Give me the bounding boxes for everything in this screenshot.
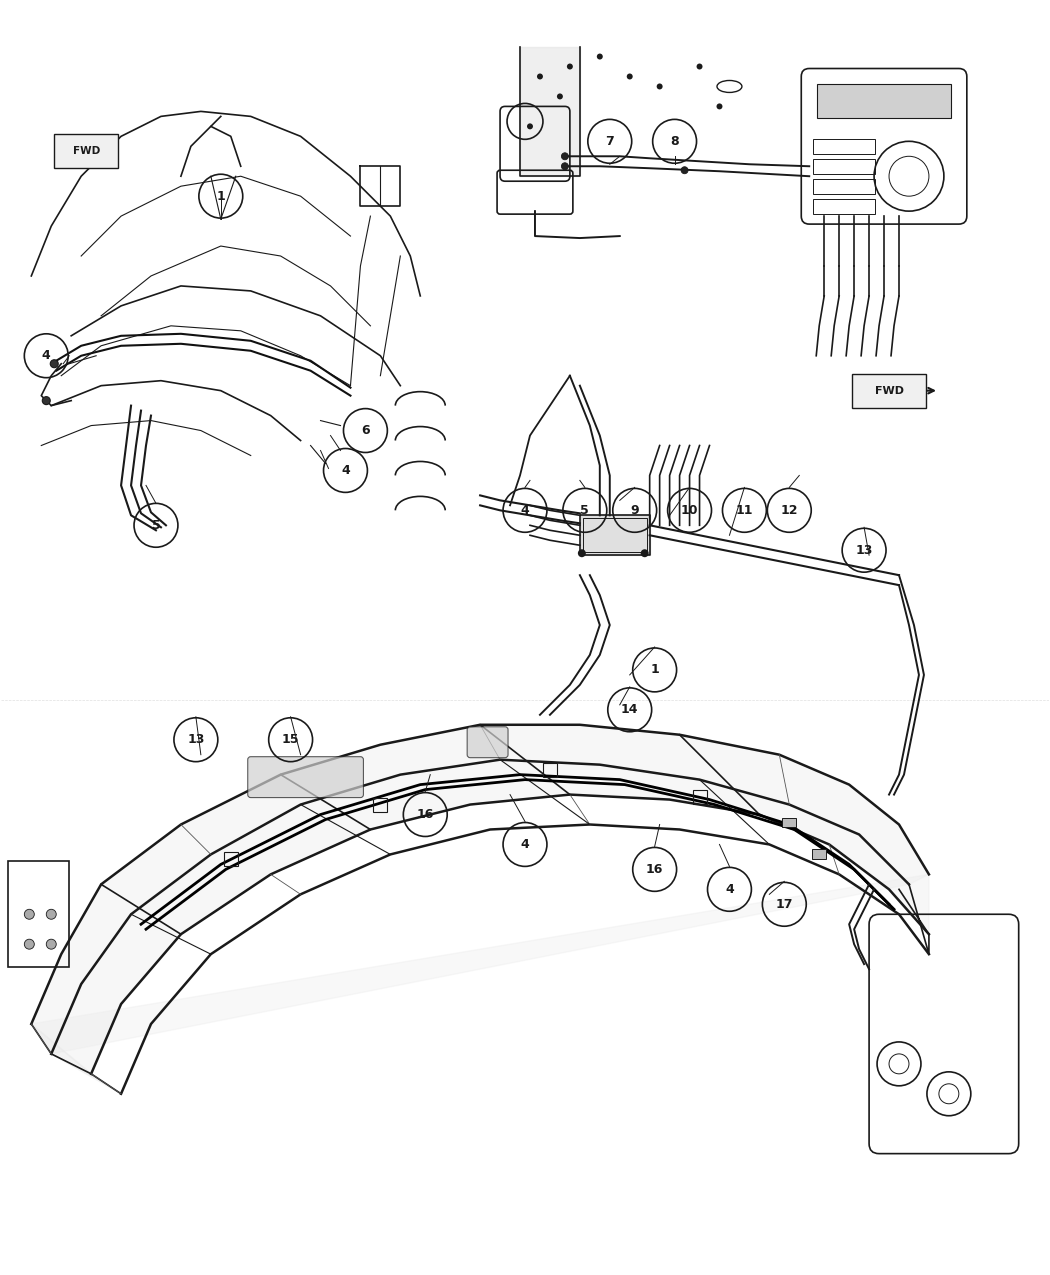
Circle shape: [556, 93, 563, 99]
FancyBboxPatch shape: [782, 817, 796, 827]
Text: 5: 5: [581, 504, 589, 516]
Text: FWD: FWD: [875, 385, 904, 395]
Text: 9: 9: [630, 504, 639, 516]
Text: 4: 4: [521, 838, 529, 850]
Text: 17: 17: [776, 898, 793, 910]
FancyBboxPatch shape: [467, 727, 508, 757]
Text: 4: 4: [521, 504, 529, 516]
Text: 4: 4: [42, 349, 50, 362]
Text: 16: 16: [417, 808, 434, 821]
Circle shape: [24, 940, 35, 949]
Circle shape: [24, 909, 35, 919]
FancyBboxPatch shape: [853, 374, 926, 408]
FancyBboxPatch shape: [817, 84, 951, 119]
Text: 5: 5: [151, 519, 161, 532]
Text: 1: 1: [650, 663, 659, 677]
Text: 1: 1: [216, 190, 225, 203]
Circle shape: [681, 167, 688, 173]
Text: 4: 4: [341, 464, 350, 477]
Polygon shape: [32, 724, 929, 1074]
Text: 13: 13: [187, 733, 205, 746]
Text: FWD: FWD: [72, 147, 100, 157]
Circle shape: [627, 74, 633, 79]
Circle shape: [537, 74, 543, 79]
Polygon shape: [580, 515, 650, 555]
Polygon shape: [32, 1024, 121, 1094]
Circle shape: [567, 64, 573, 70]
FancyBboxPatch shape: [248, 756, 363, 798]
Text: 12: 12: [780, 504, 798, 516]
Text: 16: 16: [646, 863, 664, 876]
Text: 7: 7: [606, 135, 614, 148]
Text: 15: 15: [281, 733, 299, 746]
Circle shape: [640, 550, 649, 557]
Circle shape: [562, 163, 568, 170]
Circle shape: [46, 940, 57, 949]
Circle shape: [716, 103, 722, 110]
Text: 11: 11: [736, 504, 753, 516]
FancyBboxPatch shape: [813, 849, 826, 859]
Text: 14: 14: [621, 704, 638, 717]
Polygon shape: [32, 875, 929, 1054]
Circle shape: [596, 54, 603, 60]
Circle shape: [50, 360, 58, 367]
Text: 10: 10: [680, 504, 698, 516]
Circle shape: [562, 153, 568, 159]
Text: 4: 4: [726, 882, 734, 896]
Text: 13: 13: [856, 543, 873, 557]
Circle shape: [656, 83, 663, 89]
Circle shape: [527, 124, 533, 129]
Circle shape: [42, 397, 50, 404]
Circle shape: [578, 550, 586, 557]
FancyBboxPatch shape: [55, 134, 118, 168]
Circle shape: [46, 909, 57, 919]
Circle shape: [696, 64, 702, 70]
Text: 6: 6: [361, 425, 370, 437]
Text: 8: 8: [670, 135, 679, 148]
